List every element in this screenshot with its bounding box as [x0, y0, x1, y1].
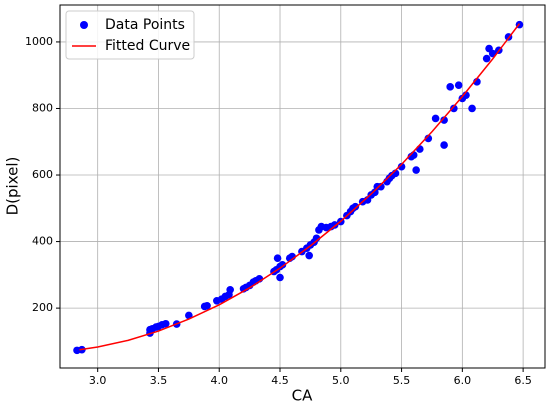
- y-tick-label: 800: [32, 101, 53, 114]
- data-point: [446, 83, 454, 91]
- x-tick-label: 6.5: [514, 374, 532, 387]
- data-point: [397, 162, 406, 171]
- x-tick-label: 4.5: [271, 374, 289, 387]
- data-point: [424, 134, 433, 143]
- x-axis-label: CA: [292, 387, 313, 405]
- x-tick-label: 6.0: [454, 374, 472, 387]
- data-point: [273, 254, 282, 263]
- data-point: [468, 104, 476, 113]
- data-point: [185, 311, 193, 320]
- data-point: [161, 319, 170, 328]
- x-tick-label: 3.5: [150, 374, 168, 387]
- data-point: [203, 301, 211, 310]
- y-tick-label: 600: [32, 168, 53, 181]
- data-point: [351, 202, 360, 211]
- legend-label: Fitted Curve: [105, 38, 190, 54]
- y-axis-label: D(pixel): [4, 157, 22, 216]
- data-point: [305, 251, 313, 260]
- data-point: [440, 141, 448, 149]
- data-point: [450, 104, 458, 113]
- y-tick-label: 200: [32, 301, 53, 314]
- data-point: [482, 54, 491, 63]
- data-point: [454, 81, 463, 89]
- data-point: [431, 114, 440, 123]
- y-tick-label: 400: [32, 235, 53, 248]
- x-tick-label: 3.0: [89, 374, 107, 387]
- legend-marker: [80, 21, 88, 29]
- data-point: [276, 273, 284, 282]
- y-tick-label: 1000: [25, 35, 53, 48]
- legend-box: [65, 10, 195, 60]
- x-tick-label: 4.0: [210, 374, 228, 387]
- data-point: [377, 182, 385, 191]
- data-point: [412, 166, 420, 174]
- data-point: [415, 145, 424, 153]
- plot-frame: [59, 4, 546, 369]
- data-point: [440, 116, 448, 124]
- x-tick-label: 5.0: [332, 374, 350, 387]
- legend-label: Data Points: [105, 17, 185, 33]
- data-point: [278, 261, 287, 269]
- x-tick-label: 5.5: [393, 374, 411, 387]
- fitted-line: [79, 23, 521, 351]
- data-point: [226, 286, 234, 294]
